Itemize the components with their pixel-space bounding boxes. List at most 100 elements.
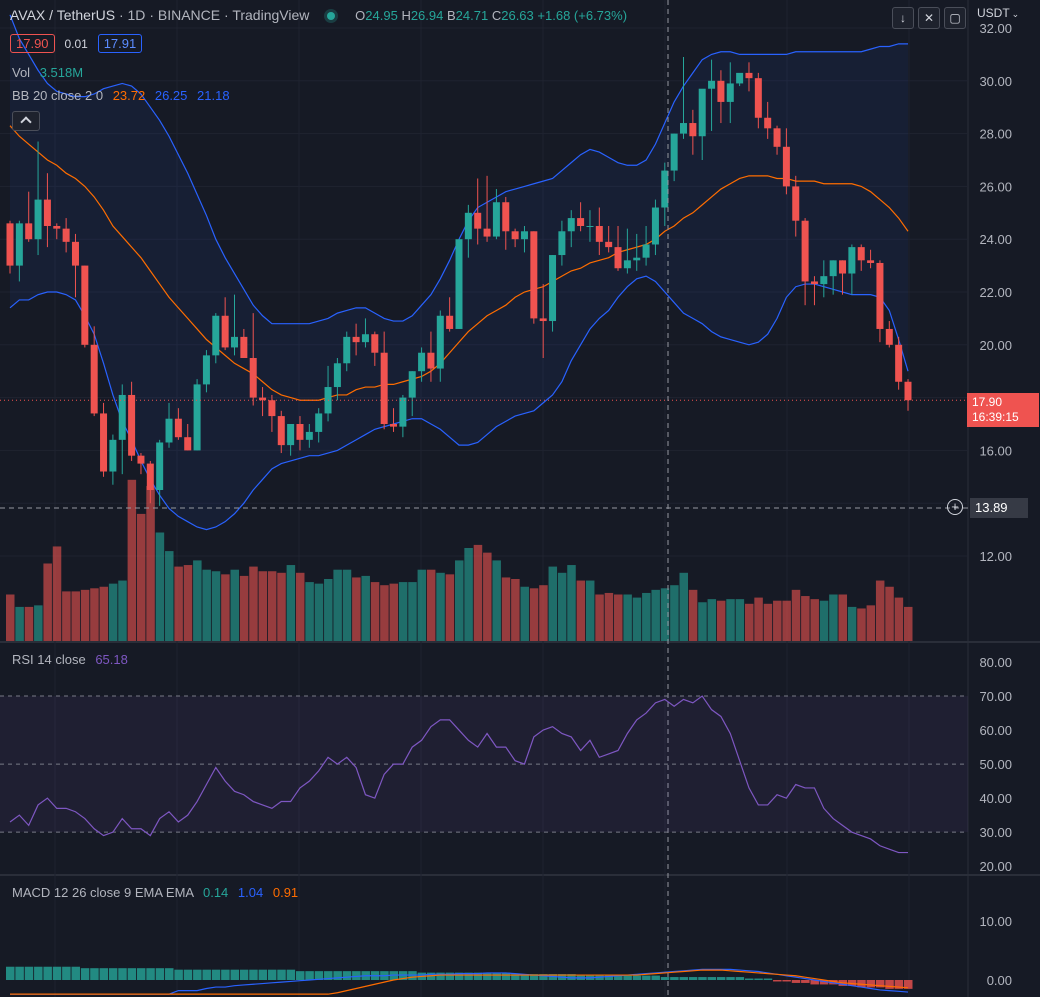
volume-bar bbox=[183, 565, 193, 641]
price-tick-label: 26.00 bbox=[979, 179, 1012, 194]
price-tick-label: 20.00 bbox=[979, 338, 1012, 353]
volume-bar bbox=[267, 571, 277, 641]
bb-legend[interactable]: BB 20 close 2 0 23.72 26.25 21.18 bbox=[12, 88, 230, 103]
volume-bar bbox=[548, 566, 558, 641]
volume-bar bbox=[875, 580, 885, 641]
symbol-name[interactable]: AVAX / TetherUS bbox=[10, 7, 116, 23]
macd-histogram-bar bbox=[52, 966, 62, 980]
candle-body bbox=[530, 231, 538, 319]
live-dot-icon bbox=[327, 12, 336, 20]
macd-histogram-bar bbox=[342, 971, 352, 980]
candle-body bbox=[605, 241, 613, 248]
macd-histogram-bar bbox=[295, 971, 305, 980]
candle-body bbox=[118, 394, 126, 440]
macd-histogram-bar bbox=[670, 977, 679, 980]
macd-histogram-bar bbox=[651, 975, 660, 980]
volume-bar bbox=[464, 548, 473, 641]
rsi-legend[interactable]: RSI 14 close 65.18 bbox=[12, 652, 128, 667]
volume-bar bbox=[567, 565, 576, 641]
arrow-down-icon[interactable]: ↓ bbox=[892, 7, 914, 29]
candle-body bbox=[698, 88, 706, 137]
macd-histogram-bar bbox=[511, 974, 520, 980]
plus-circle-icon[interactable]: + bbox=[947, 499, 963, 515]
candle-body bbox=[839, 260, 847, 274]
candle-body bbox=[305, 431, 313, 440]
candle-body bbox=[633, 257, 641, 261]
candle-body bbox=[268, 400, 276, 417]
candle-body bbox=[81, 265, 89, 345]
volume-bar bbox=[277, 572, 286, 641]
candle-body bbox=[287, 424, 295, 446]
volume-bar bbox=[511, 579, 520, 641]
macd-histogram-bar bbox=[108, 968, 118, 980]
macd-histogram-bar bbox=[819, 980, 829, 985]
price-tick-label: 28.00 bbox=[979, 127, 1012, 142]
bid-box[interactable]: 17.90 bbox=[10, 34, 55, 53]
macd-histogram-bar bbox=[904, 980, 913, 989]
low-label: B bbox=[447, 8, 456, 23]
volume-bar bbox=[34, 605, 43, 641]
price-tick-label: 16.00 bbox=[979, 443, 1012, 458]
candle-body bbox=[156, 442, 164, 490]
candle-body bbox=[184, 437, 192, 451]
candle-body bbox=[62, 228, 70, 242]
volume-bar bbox=[324, 579, 333, 641]
volume-bar bbox=[305, 582, 314, 641]
volume-bar bbox=[773, 600, 782, 641]
interval-label[interactable]: 1D bbox=[127, 7, 146, 23]
volume-bar bbox=[43, 563, 52, 641]
candle-body bbox=[53, 226, 61, 229]
candle-body bbox=[651, 207, 659, 245]
candle-body bbox=[249, 358, 257, 398]
rsi-tick-label: 80.00 bbox=[979, 655, 1012, 670]
volume-bar bbox=[520, 586, 529, 641]
bb-mid-value: 23.72 bbox=[112, 88, 146, 103]
candle-body bbox=[577, 218, 585, 226]
ask-box[interactable]: 17.91 bbox=[97, 34, 143, 53]
volume-bar bbox=[735, 599, 745, 641]
candle-body bbox=[296, 424, 304, 440]
candle-body bbox=[371, 334, 379, 353]
volume-bar bbox=[342, 569, 352, 641]
candle-body bbox=[867, 260, 875, 263]
currency-label: USDT bbox=[977, 6, 1010, 20]
macd-histogram-bar bbox=[333, 971, 342, 980]
collapse-icon[interactable]: ✕ bbox=[918, 7, 940, 29]
candle-body bbox=[689, 123, 697, 137]
volume-legend[interactable]: Vol 3.518M bbox=[12, 65, 83, 80]
exchange-label: BINANCE bbox=[157, 7, 221, 23]
macd-histogram-bar bbox=[614, 975, 623, 980]
volume-bar bbox=[679, 572, 688, 641]
volume-bar bbox=[660, 588, 670, 641]
volume-bar bbox=[202, 569, 211, 641]
open-label: O bbox=[355, 8, 366, 23]
macd-histogram-bar bbox=[529, 974, 539, 980]
volume-bar bbox=[370, 582, 380, 641]
volume-bar bbox=[426, 569, 436, 641]
candle-body bbox=[511, 231, 519, 240]
countdown-value: 16:39:15 bbox=[972, 410, 1019, 424]
macd-legend[interactable]: MACD 12 26 close 9 EMA EMA 0.14 1.04 0.9… bbox=[12, 885, 298, 900]
macd-histogram-bar bbox=[492, 972, 501, 980]
volume-bar bbox=[726, 599, 735, 641]
macd-histogram-bar bbox=[688, 977, 698, 980]
macd-histogram-bar bbox=[604, 975, 614, 980]
volume-bar bbox=[810, 599, 819, 641]
volume-bar bbox=[688, 589, 698, 641]
last-price-tag: 17.90 16:39:15 bbox=[967, 393, 1039, 427]
volume-bar bbox=[286, 565, 296, 641]
volume-bar bbox=[904, 606, 913, 641]
candle-body bbox=[455, 239, 463, 329]
macd-histogram-bar bbox=[221, 969, 230, 980]
collapse-legend-button[interactable] bbox=[12, 111, 40, 131]
macd-histogram-bar bbox=[520, 974, 529, 980]
currency-selector[interactable]: USDT ⌄ bbox=[977, 6, 1019, 20]
source-label: TradingView bbox=[232, 7, 310, 23]
macd-histogram-bar bbox=[782, 980, 791, 982]
candle-body bbox=[520, 231, 528, 240]
volume-bar bbox=[838, 594, 848, 641]
screen-icon[interactable]: ▢ bbox=[944, 7, 966, 29]
candle-body bbox=[586, 226, 594, 227]
